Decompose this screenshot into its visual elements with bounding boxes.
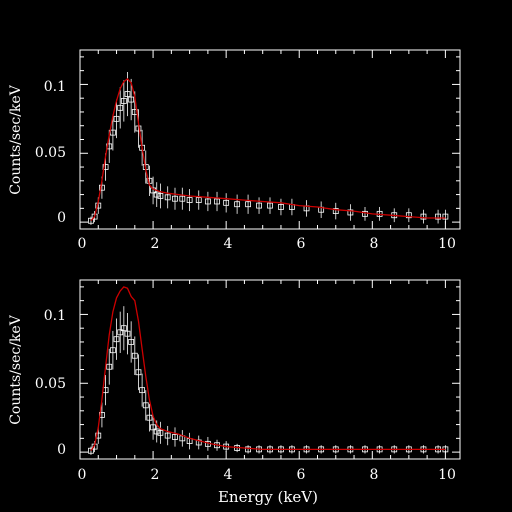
top-data-point: [204, 198, 211, 205]
bottom-data-point: [146, 414, 153, 421]
top-data-point: [435, 213, 441, 220]
top-data-point: [267, 202, 273, 209]
bottom-x-tick-label: 10: [438, 467, 456, 483]
bottom-data-point: [88, 447, 94, 454]
top-data-point: [186, 197, 193, 203]
top-data-point: [102, 164, 109, 170]
top-data-point: [164, 194, 171, 201]
top-x-tick-label: 8: [370, 236, 379, 252]
top-data-point: [362, 210, 368, 217]
top-spectrum-panel: 0 0.05 0.1 0 2 4 6 8 10 Counts/sec/keV: [8, 49, 461, 252]
bottom-axis-ticks: [79, 280, 460, 459]
bottom-data-point: [153, 428, 160, 435]
bottom-data-point: [157, 429, 164, 436]
bottom-y-tick-labels: 0 0.05 0.1: [35, 308, 66, 458]
bottom-data-point: [109, 347, 116, 354]
top-y-tick-labels: 0 0.05 0.1: [35, 79, 66, 226]
bottom-data-point: [117, 329, 124, 336]
top-data-point: [420, 213, 427, 220]
top-y-tick-label: 0.05: [35, 145, 66, 161]
top-data-point: [99, 184, 105, 191]
top-model-curve: [90, 78, 446, 222]
top-data-point: [332, 208, 339, 215]
top-x-tick-label: 6: [297, 236, 306, 252]
bottom-data-point: [106, 363, 113, 370]
bottom-y-tick-label: 0.1: [44, 308, 66, 324]
bottom-x-tick-label: 2: [151, 467, 160, 483]
top-data-point: [234, 201, 241, 208]
bottom-data-point: [131, 352, 138, 359]
bottom-y-tick-label: 0: [57, 442, 66, 458]
top-data-point: [172, 195, 178, 202]
bottom-data-point: [164, 432, 171, 439]
bottom-data-point: [245, 446, 251, 453]
bottom-data-point: [142, 402, 149, 409]
top-x-tick-label: 4: [224, 236, 233, 252]
top-data-point: [113, 115, 120, 122]
top-axis-ticks: [79, 50, 460, 229]
x-axis-label: Energy (keV): [218, 488, 318, 506]
top-data-point: [442, 213, 449, 220]
top-data-point: [278, 204, 284, 210]
top-y-tick-label: 0: [57, 210, 66, 226]
bottom-data-point: [150, 424, 156, 431]
top-data-point: [223, 199, 230, 206]
bottom-model-curve: [90, 286, 446, 452]
bottom-x-tick-label: 4: [224, 467, 233, 483]
bottom-x-tick-label: 6: [297, 467, 306, 483]
bottom-data-point: [113, 336, 120, 343]
top-data-point: [120, 98, 127, 104]
top-data-point: [128, 96, 135, 103]
top-data-point: [88, 217, 94, 224]
top-data-point: [214, 198, 220, 205]
bottom-data-point: [139, 387, 146, 394]
bottom-data-point: [128, 339, 135, 345]
top-x-tick-labels: 0 2 4 6 8 10: [78, 236, 456, 252]
bottom-data-point: [120, 325, 127, 332]
top-data-point: [245, 201, 251, 208]
top-data-point: [347, 209, 354, 216]
top-y-axis-label: Counts/sec/keV: [8, 84, 24, 194]
top-data-point: [157, 193, 164, 199]
top-data-point: [195, 197, 202, 203]
bottom-data-point: [124, 330, 131, 337]
bottom-x-tick-label: 8: [370, 467, 379, 483]
top-data-point: [256, 202, 262, 209]
top-data-point: [124, 91, 131, 97]
bottom-data-point: [135, 369, 142, 376]
top-data-point: [153, 191, 160, 198]
top-data-point: [179, 195, 186, 202]
top-x-tick-label: 2: [151, 236, 160, 252]
top-data-points: [88, 72, 449, 225]
bottom-y-axis-label: Counts/sec/keV: [8, 314, 24, 424]
bottom-y-tick-label: 0.05: [35, 376, 66, 392]
top-x-tick-label: 0: [78, 236, 87, 252]
bottom-spectrum-panel: 0 0.05 0.1 0 2 4 6 8 10 Counts/sec/keV E…: [8, 279, 461, 506]
top-data-point: [405, 212, 412, 219]
bottom-data-point: [95, 432, 102, 439]
top-y-tick-label: 0.1: [44, 79, 66, 95]
top-data-point: [117, 104, 124, 111]
bottom-data-point: [172, 434, 178, 440]
bottom-x-tick-label: 0: [78, 467, 87, 483]
bottom-x-tick-labels: 0 2 4 6 8 10: [78, 467, 456, 483]
top-x-tick-label: 10: [438, 236, 456, 252]
